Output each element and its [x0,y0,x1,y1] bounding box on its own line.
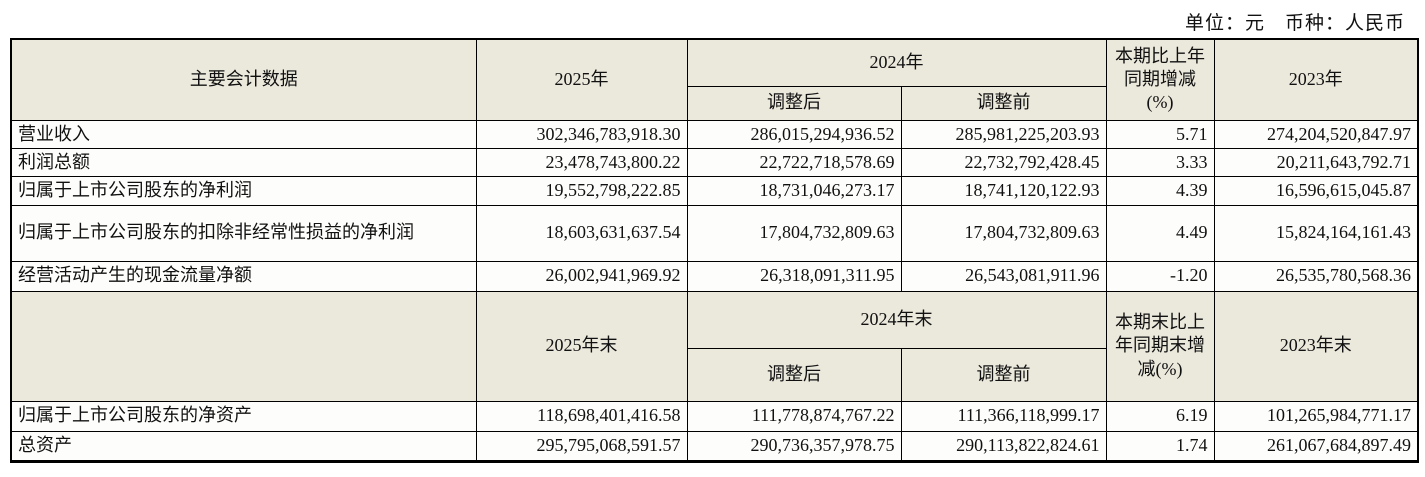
cell-2024-pre-value: 111,366,118,999.17 [900,400,1107,432]
cell-2025-value: 23,478,743,800.22 [475,147,688,178]
financial-summary-table: 主要会计数据 2025年 2024年 本期比上年同期增减(%) 2023年 调整… [10,38,1419,463]
section1-header-row-1: 主要会计数据 2025年 2024年 本期比上年同期增减(%) 2023年 [10,38,1419,121]
cell-2024-pre-value: 22,732,792,428.45 [900,147,1107,178]
cell-2024-adjusted-value: 286,015,294,936.52 [686,119,902,149]
header-blank-cell [10,290,477,402]
header-2023-end: 2023年末 [1213,290,1419,402]
cell-2024-adjusted-value: 111,778,874,767.22 [686,400,902,432]
cell-change-value: 3.33 [1105,147,1215,178]
cell-2025-value: 18,603,631,637.54 [475,204,688,262]
row-label: 归属于上市公司股东的扣除非经常性损益的净利润 [10,204,477,262]
cell-2023-value: 261,067,684,897.49 [1213,430,1419,462]
header-main-accounting-data: 主要会计数据 [10,38,477,121]
row-label: 归属于上市公司股东的净利润 [10,176,477,206]
cell-2025-value: 118,698,401,416.58 [475,400,688,432]
header-2024: 2024年 [686,38,1107,87]
row-total-assets: 总资产 295,795,068,591.57 290,736,357,978.7… [10,430,1419,462]
header-2024-end-adjusted: 调整后 [686,347,902,402]
cell-change-value: 1.74 [1105,430,1215,462]
header-period-end-change: 本期末比上年同期末增减(%) [1105,290,1215,402]
row-label: 归属于上市公司股东的净资产 [10,400,477,432]
cell-2023-value: 101,265,984,771.17 [1213,400,1419,432]
cell-change-value: 4.49 [1105,204,1215,262]
cell-2025-value: 302,346,783,918.30 [475,119,688,149]
row-total-profit: 利润总额 23,478,743,800.22 22,722,718,578.69… [10,147,1419,178]
header-2024-end: 2024年末 [686,290,1107,349]
cell-change-value: -1.20 [1105,260,1215,292]
row-operating-revenue: 营业收入 302,346,783,918.30 286,015,294,936.… [10,119,1419,149]
cell-2024-adjusted-value: 18,731,046,273.17 [686,176,902,206]
cell-2024-pre-value: 290,113,822,824.61 [900,430,1107,462]
header-2025: 2025年 [475,38,688,121]
cell-change-value: 4.39 [1105,176,1215,206]
header-period-change: 本期比上年同期增减(%) [1105,38,1215,121]
header-2025-end: 2025年末 [475,290,688,402]
cell-2024-pre-value: 26,543,081,911.96 [900,260,1107,292]
header-2024-pre-adjusted: 调整前 [900,85,1107,121]
header-2024-end-pre-adjusted: 调整前 [900,347,1107,402]
cell-2024-adjusted-value: 17,804,732,809.63 [686,204,902,262]
unit-currency-label: 单位：元 币种：人民币 [1184,13,1405,34]
section1-header-row-2: 调整后 调整前 [11,85,1418,121]
cell-2024-pre-value: 17,804,732,809.63 [900,204,1107,262]
section2-header-row-2: 调整后 调整前 [11,347,1418,402]
row-label: 营业收入 [10,119,477,149]
section2-header-row-1: 2025年末 2024年末 本期末比上年同期末增减(%) 2023年末 [10,290,1419,402]
row-net-profit-attributable: 归属于上市公司股东的净利润 19,552,798,222.85 18,731,0… [10,176,1419,206]
header-2024-adjusted: 调整后 [686,85,902,121]
row-net-profit-excl-nonrecurring: 归属于上市公司股东的扣除非经常性损益的净利润 18,603,631,637.54… [10,204,1419,262]
cell-2024-adjusted-value: 26,318,091,311.95 [686,260,902,292]
row-net-assets-attributable: 归属于上市公司股东的净资产 118,698,401,416.58 111,778… [10,400,1419,432]
header-2023: 2023年 [1213,38,1419,121]
cell-2024-adjusted-value: 22,722,718,578.69 [686,147,902,178]
cell-2023-value: 16,596,615,045.87 [1213,176,1419,206]
cell-2024-pre-value: 285,981,225,203.93 [900,119,1107,149]
row-label: 经营活动产生的现金流量净额 [10,260,477,292]
cell-2025-value: 26,002,941,969.92 [475,260,688,292]
row-label: 利润总额 [10,147,477,178]
row-label: 总资产 [10,430,477,462]
cell-2024-adjusted-value: 290,736,357,978.75 [686,430,902,462]
cell-2025-value: 295,795,068,591.57 [475,430,688,462]
cell-2025-value: 19,552,798,222.85 [475,176,688,206]
cell-change-value: 5.71 [1105,119,1215,149]
row-operating-cash-flow: 经营活动产生的现金流量净额 26,002,941,969.92 26,318,0… [10,260,1419,292]
cell-2023-value: 15,824,164,161.43 [1213,204,1419,262]
cell-2024-pre-value: 18,741,120,122.93 [900,176,1107,206]
cell-2023-value: 26,535,780,568.36 [1213,260,1419,292]
cell-change-value: 6.19 [1105,400,1215,432]
cell-2023-value: 274,204,520,847.97 [1213,119,1419,149]
cell-2023-value: 20,211,643,792.71 [1213,147,1419,178]
